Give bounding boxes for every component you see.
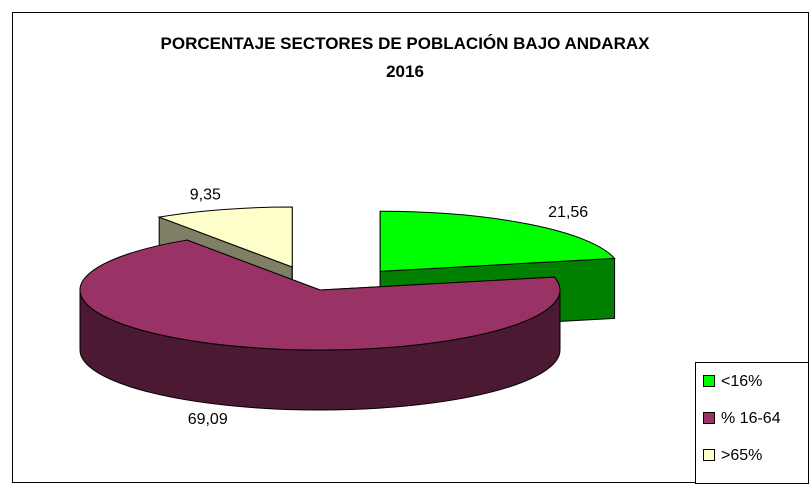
data-label: 21,56	[548, 204, 588, 221]
slice-top	[79, 239, 561, 351]
legend-label: <16%	[721, 373, 762, 390]
legend-swatch	[703, 412, 715, 424]
data-label: 9,35	[190, 186, 221, 203]
legend-label: % 16-64	[721, 410, 781, 427]
chart-title: PORCENTAJE SECTORES DE POBLACIÓN BAJO AN…	[160, 34, 650, 81]
legend-swatch	[703, 449, 715, 461]
slice-top	[157, 206, 293, 268]
data-label: 69,09	[188, 411, 228, 428]
legend-swatch	[703, 375, 715, 387]
slice-top	[379, 210, 616, 272]
legend-label: >65%	[721, 447, 762, 464]
